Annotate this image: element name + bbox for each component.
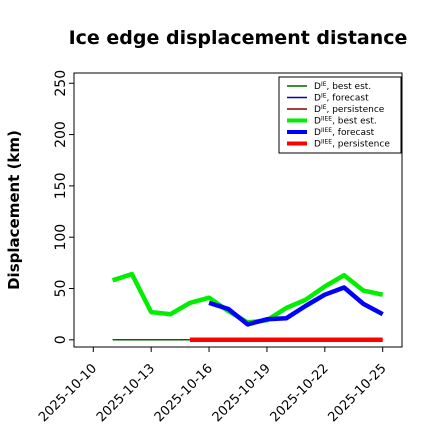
y-tick-label: 50	[53, 280, 69, 298]
y-tick-label: 0	[53, 335, 69, 344]
legend-box	[278, 76, 402, 154]
y-tick-label: 150	[53, 173, 69, 200]
y-tick-label: 200	[53, 121, 69, 148]
legend-entry: DIE, persistence	[314, 104, 385, 115]
y-axis-label: Displacement (km)	[5, 130, 23, 290]
x-tick-label: 2025-10-25	[325, 361, 389, 425]
x-tick-label: 2025-10-16	[152, 361, 216, 425]
legend-entry: DIE, forecast	[314, 93, 369, 104]
x-tick-label: 2025-10-10	[36, 361, 100, 425]
plot-area: 0501001502002502025-10-102025-10-132025-…	[36, 70, 403, 425]
x-tick-label: 2025-10-19	[210, 361, 274, 425]
x-tick-label: 2025-10-13	[94, 361, 158, 425]
series-line-3	[111, 271, 384, 325]
legend-entry: DIE, best est.	[314, 81, 371, 92]
y-tick-label: 100	[53, 224, 69, 251]
x-tick-label: 2025-10-22	[268, 361, 332, 425]
chart-title: Ice edge displacement distance	[69, 27, 408, 49]
y-tick-label: 250	[53, 70, 69, 97]
legend-entry: DIIEE, best est.	[314, 116, 377, 127]
legend-entry: DIIEE, forecast	[314, 127, 375, 138]
series-line-4	[208, 285, 384, 327]
legend-entry: DIIEE, persistence	[314, 139, 390, 150]
plot-frame	[73, 72, 403, 348]
